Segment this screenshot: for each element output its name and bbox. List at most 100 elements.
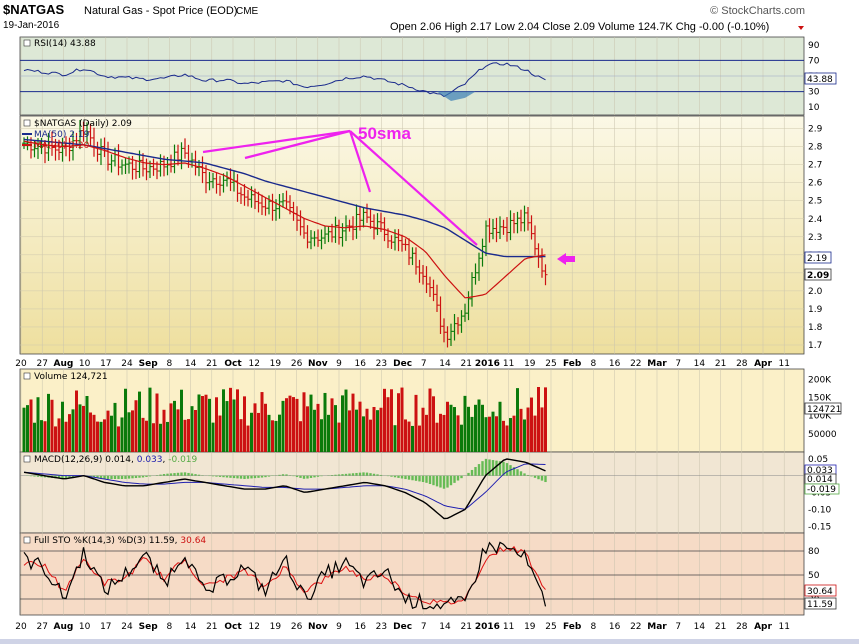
volume-bar bbox=[198, 394, 201, 452]
volume-bar bbox=[82, 406, 85, 452]
x-tick-label: 11 bbox=[503, 359, 514, 369]
x-tick-label: 21 bbox=[460, 359, 471, 369]
macd-histogram-bar bbox=[254, 476, 256, 479]
volume-bar bbox=[516, 388, 519, 452]
volume-bar bbox=[68, 414, 71, 452]
macd-histogram-bar bbox=[264, 476, 266, 478]
volume-bar bbox=[61, 402, 64, 452]
sto-tick-label: 50 bbox=[808, 571, 820, 581]
volume-bar bbox=[506, 425, 509, 452]
volume-bar bbox=[418, 426, 421, 452]
macd-histogram-bar bbox=[404, 476, 406, 479]
price-tick-label: 2.6 bbox=[808, 179, 823, 189]
x-tick-label-bottom: Apr bbox=[754, 622, 772, 632]
volume-bar bbox=[450, 405, 453, 452]
macd-histogram-bar bbox=[362, 472, 364, 475]
volume-bar bbox=[537, 387, 540, 452]
macd-histogram-bar bbox=[299, 476, 301, 478]
macd-histogram-bar bbox=[212, 476, 214, 477]
price-tick-label: 2.9 bbox=[808, 125, 823, 135]
macd-histogram-bar bbox=[215, 476, 217, 477]
macd-histogram-bar bbox=[341, 474, 343, 475]
macd-histogram-bar bbox=[394, 476, 396, 478]
volume-bar bbox=[520, 409, 523, 452]
macd-histogram-bar bbox=[544, 476, 546, 482]
macd-histogram-bar bbox=[331, 475, 333, 476]
macd-histogram-bar bbox=[128, 476, 130, 479]
volume-bar bbox=[79, 404, 82, 452]
volume-bar bbox=[432, 396, 435, 452]
macd-histogram-bar bbox=[114, 476, 116, 479]
annotation-label: 50sma bbox=[358, 124, 411, 143]
sto-d-tag: 30.64 bbox=[807, 587, 833, 597]
volume-bar bbox=[474, 405, 477, 452]
volume-bar bbox=[373, 407, 376, 452]
macd-histogram-bar bbox=[439, 476, 441, 488]
x-tick-label: 28 bbox=[736, 359, 748, 369]
volume-bar bbox=[338, 423, 341, 452]
volume-bar bbox=[464, 396, 467, 452]
volume-bar bbox=[348, 410, 351, 452]
macd-histogram-bar bbox=[121, 476, 123, 479]
macd-histogram-bar bbox=[306, 476, 308, 479]
x-tick-label-bottom: Aug bbox=[53, 622, 73, 632]
x-tick-label-bottom: 2016 bbox=[475, 622, 500, 632]
macd-histogram-bar bbox=[506, 463, 508, 476]
volume-bar bbox=[257, 413, 260, 452]
volume-bar bbox=[327, 415, 330, 452]
macd-histogram-bar bbox=[278, 475, 280, 476]
volume-bar bbox=[453, 407, 456, 452]
macd-histogram-bar bbox=[226, 476, 228, 478]
volume-bar bbox=[544, 387, 547, 452]
macd-histogram-bar bbox=[530, 476, 532, 477]
volume-bar bbox=[488, 417, 491, 452]
volume-bar bbox=[471, 417, 474, 452]
rsi-tick-label: 90 bbox=[808, 41, 820, 51]
volume-bar bbox=[170, 403, 173, 452]
x-tick-label-bottom: Dec bbox=[393, 622, 412, 632]
volume-bar bbox=[110, 416, 113, 452]
macd-histogram-bar bbox=[229, 476, 231, 478]
volume-tag: 124721 bbox=[807, 405, 841, 415]
macd-histogram-bar bbox=[453, 476, 455, 483]
volume-bar bbox=[509, 418, 512, 452]
x-tick-label-bottom: 7 bbox=[421, 622, 427, 632]
x-tick-label-bottom: 10 bbox=[79, 622, 91, 632]
volume-bar bbox=[121, 417, 124, 452]
macd-histogram-bar bbox=[380, 475, 382, 476]
x-tick-label: Oct bbox=[224, 359, 242, 369]
macd-histogram-bar bbox=[338, 474, 340, 475]
macd-histogram-bar bbox=[219, 476, 221, 477]
sto-k-tag: 11.59 bbox=[807, 600, 833, 610]
macd-histogram-bar bbox=[261, 476, 263, 478]
chart-date: 19-Jan-2016 bbox=[3, 20, 60, 31]
macd-histogram-bar bbox=[345, 474, 347, 476]
macd-histogram-bar bbox=[411, 476, 413, 481]
svg-text:Volume 124,721: Volume 124,721 bbox=[34, 372, 108, 382]
x-tick-label: 7 bbox=[421, 359, 427, 369]
macd-histogram-bar bbox=[124, 476, 126, 479]
volume-bar bbox=[205, 395, 208, 452]
volume-bar bbox=[359, 402, 362, 452]
volume-bar bbox=[278, 415, 281, 452]
volume-bar bbox=[422, 408, 425, 452]
macd-histogram-bar bbox=[184, 472, 186, 475]
volume-bar bbox=[317, 404, 320, 452]
volume-bar bbox=[30, 399, 33, 452]
volume-bar bbox=[352, 394, 355, 452]
volume-bar bbox=[23, 408, 26, 452]
x-tick-label: 25 bbox=[545, 359, 556, 369]
volume-bar bbox=[149, 388, 152, 452]
volume-bar bbox=[142, 418, 145, 452]
exchange-label: CME bbox=[236, 6, 259, 17]
volume-bar bbox=[296, 399, 299, 452]
macd-histogram-bar bbox=[320, 476, 322, 477]
volume-bar bbox=[299, 421, 302, 452]
macd-histogram-bar bbox=[285, 474, 287, 475]
sto-legend: Full STO %K(14,3) %D(3) 11.59, 30.64 bbox=[24, 536, 206, 546]
x-tick-label-bottom: 22 bbox=[630, 622, 641, 632]
macd-histogram-bar bbox=[173, 473, 175, 476]
volume-bar bbox=[467, 407, 470, 452]
svg-text:MA(50) 2.19: MA(50) 2.19 bbox=[34, 130, 90, 140]
ohlc-readout: Open 2.06 High 2.17 Low 2.04 Close 2.09 … bbox=[390, 21, 769, 33]
